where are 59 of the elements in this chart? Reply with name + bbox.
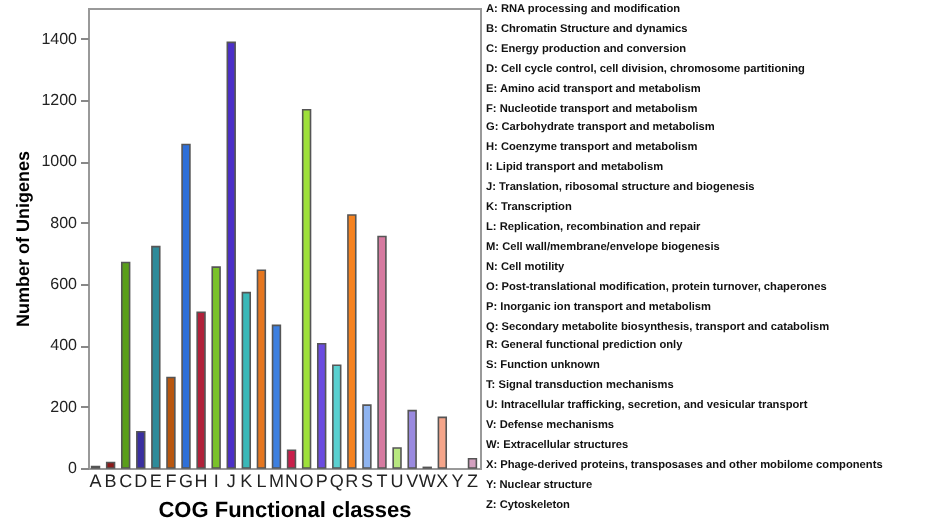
- x-tick-label: G: [178, 471, 194, 491]
- bar: [181, 143, 191, 469]
- bar: [301, 109, 312, 469]
- bar: [332, 364, 342, 469]
- x-tick-label: N: [285, 471, 299, 491]
- y-axis-title: Number of Unigenes: [13, 150, 34, 328]
- bar: [467, 458, 478, 469]
- x-tick-label: F: [165, 471, 178, 491]
- x-tick-label: J: [226, 471, 236, 491]
- x-tick-label: E: [149, 471, 162, 491]
- bar: [226, 41, 236, 469]
- x-tick-label: Q: [329, 471, 344, 491]
- bar: [271, 324, 282, 469]
- bar: [407, 409, 417, 469]
- x-tick-label: V: [406, 471, 419, 491]
- bar: [286, 449, 297, 469]
- x-tick-label: S: [360, 471, 373, 491]
- y-tick-label: 200: [50, 397, 79, 416]
- x-tick-label: U: [390, 471, 404, 491]
- x-tick-label: K: [240, 471, 253, 491]
- bar: [211, 266, 221, 469]
- bar: [392, 447, 402, 469]
- x-tick-label: H: [194, 471, 208, 491]
- y-tick-label: 1400: [41, 29, 79, 48]
- y-tick-label: 1200: [41, 91, 79, 109]
- bar: [120, 261, 131, 469]
- y-tick-label: 800: [50, 213, 79, 232]
- bar: [377, 235, 387, 469]
- x-tick-label: B: [104, 471, 117, 491]
- bar: [347, 214, 357, 469]
- x-tick-label: Z: [466, 471, 479, 491]
- bar: [151, 245, 161, 469]
- x-tick-label: T: [376, 471, 389, 491]
- bar: [105, 461, 116, 469]
- y-tick-label: 1000: [41, 152, 79, 171]
- bar: [136, 431, 146, 469]
- x-tick-label: C: [119, 471, 134, 491]
- x-tick-label: R: [345, 471, 360, 491]
- x-tick-label: Y: [451, 471, 464, 491]
- bar: [166, 376, 176, 469]
- bar: [316, 343, 327, 469]
- bar: [256, 269, 267, 469]
- bar: [362, 404, 372, 469]
- y-tick-label: 600: [50, 275, 79, 293]
- x-tick-label: W: [418, 471, 437, 491]
- x-tick-label: P: [315, 471, 328, 491]
- x-tick-label: O: [299, 471, 314, 491]
- bar: [437, 416, 448, 469]
- bar: [241, 291, 252, 469]
- y-tick-label: 0: [68, 459, 79, 477]
- x-tick-label: I: [213, 471, 219, 491]
- bar: [196, 311, 206, 469]
- y-tick-label: 400: [50, 336, 79, 355]
- x-tick-label: X: [436, 471, 449, 491]
- x-tick-label: D: [134, 471, 149, 491]
- x-tick-label: A: [89, 471, 102, 491]
- x-axis-title: COG Functional classes: [158, 499, 412, 523]
- x-tick-label: L: [256, 471, 267, 491]
- x-tick-label: M: [268, 471, 284, 491]
